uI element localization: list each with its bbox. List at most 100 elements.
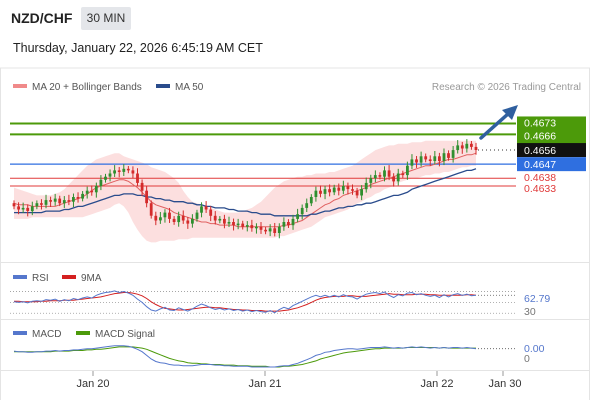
macd-lines (13, 345, 516, 368)
candle-body (259, 226, 263, 230)
candle-body (53, 198, 57, 202)
rsi-value-label: 62.79 (524, 293, 550, 305)
candle-body (433, 156, 437, 161)
candle-body (351, 189, 354, 191)
candle-body (460, 145, 464, 149)
candle-body (154, 215, 158, 221)
candle-body (177, 215, 181, 223)
candle-body (364, 182, 368, 190)
candle-body (355, 190, 359, 196)
macd-legend-label: MACD (32, 329, 61, 340)
candle-body (346, 186, 350, 190)
candle-body (396, 173, 400, 182)
candle-body (81, 193, 84, 199)
rsi-line (13, 290, 477, 314)
rsi-30-label: 30 (524, 306, 536, 318)
candle-body (447, 153, 450, 158)
candle-body (191, 218, 194, 224)
rsi-legend-label: RSI (32, 273, 49, 284)
candle-body (250, 225, 254, 229)
candle-body (314, 190, 318, 197)
candle-body (62, 200, 66, 204)
candle-body (131, 170, 135, 174)
candle-body (387, 170, 391, 177)
candle-body (168, 212, 171, 219)
candle-body (287, 222, 290, 226)
macd-signal-line (14, 346, 476, 368)
candle-body (323, 189, 327, 194)
candle-body (401, 173, 405, 176)
x-axis-label: Jan 30 (488, 378, 521, 390)
candle-body (438, 156, 441, 161)
candle-body (181, 215, 185, 221)
candle-body (341, 186, 345, 191)
candle-body (291, 218, 295, 226)
candle-body (35, 203, 39, 207)
candle-body (122, 168, 126, 172)
candle-body (30, 206, 34, 212)
candle-body (305, 203, 309, 208)
candle-body (300, 207, 304, 215)
candle-body (113, 170, 116, 174)
level-box-0.4673 (517, 116, 586, 145)
candle-body (72, 197, 75, 202)
candle-body (241, 223, 245, 227)
candle-body (415, 159, 418, 163)
candle-body (282, 222, 286, 227)
candle-body (195, 212, 199, 219)
rsi-ma-legend-swatch (62, 275, 76, 279)
ma20-legend-label: MA 20 + Bollinger Bands (32, 82, 142, 93)
level-lines (10, 122, 516, 187)
candle-body (26, 207, 30, 211)
macd-zero-label: 0 (524, 353, 530, 365)
credit-label: Research © 2026 Trading Central (432, 82, 581, 93)
candle-body (378, 175, 382, 177)
candle-body (332, 187, 336, 193)
forecast-arrow-icon (479, 105, 518, 140)
x-axis-label: Jan 22 (420, 378, 453, 390)
x-axis: Jan 20 Jan 21 Jan 22 Jan 30 (76, 371, 522, 390)
candle-body (465, 143, 469, 149)
candle-body (236, 223, 240, 226)
candle-body (76, 197, 80, 199)
macd-legend-swatch (13, 331, 27, 335)
candle-body (209, 209, 213, 216)
candle-body (268, 228, 272, 232)
candle-body (273, 228, 277, 233)
candle-body (424, 156, 428, 160)
candle-body (172, 218, 176, 222)
candle-body (163, 212, 167, 218)
candle-body (218, 218, 222, 221)
candle-body (67, 200, 71, 202)
candle-body (255, 226, 258, 229)
candle-body (319, 190, 322, 194)
macd-line (13, 345, 477, 368)
candle-body (140, 182, 144, 191)
candle-body (223, 218, 226, 224)
pair-title: NZD/CHF (11, 10, 73, 26)
bollinger-bands (14, 140, 476, 243)
candle-body (159, 217, 162, 221)
x-axis-label: Jan 21 (248, 378, 281, 390)
candle-body (145, 190, 148, 204)
candle-body (383, 170, 386, 177)
macd-signal-legend-label: MACD Signal (95, 329, 155, 340)
rsi-lines (10, 290, 516, 314)
timeframe-button[interactable]: 30 MIN (81, 7, 131, 30)
candle-body (360, 189, 363, 196)
level-box-0.4656 (517, 143, 586, 158)
candle-body (309, 197, 313, 204)
candle-body (406, 165, 409, 176)
rsi-legend-swatch (13, 275, 27, 279)
candle-body (186, 220, 190, 224)
candle-body (85, 190, 89, 194)
candle-body (44, 200, 48, 205)
candle-body (474, 146, 478, 150)
candle-body (232, 222, 235, 226)
candle-body (227, 222, 231, 224)
candle-body (456, 145, 460, 151)
candle-body (277, 226, 281, 233)
